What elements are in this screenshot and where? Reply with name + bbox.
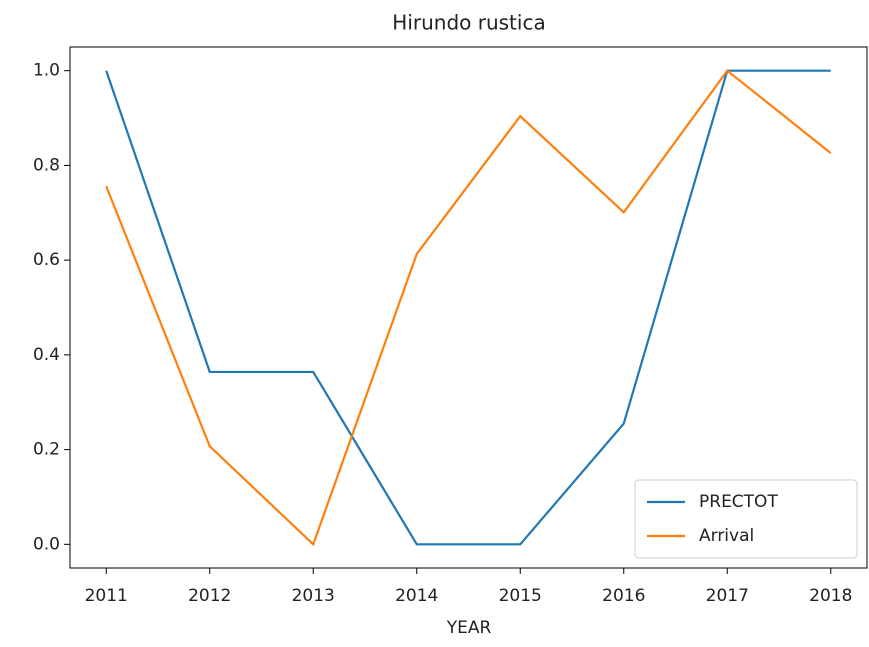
x-tick-label: 2012 <box>188 586 231 606</box>
legend-label: Arrival <box>699 526 754 546</box>
plot-frame <box>69 46 868 569</box>
x-tick-label: 2015 <box>499 586 542 606</box>
legend-box <box>634 479 858 559</box>
y-tick-label: 0.0 <box>33 534 60 554</box>
y-tick-label: 0.2 <box>33 440 60 460</box>
legend-label: PRECTOT <box>699 492 778 512</box>
x-tick-label: 2013 <box>292 586 335 606</box>
x-tick-label: 2017 <box>706 586 749 606</box>
y-tick-label: 0.4 <box>33 345 60 365</box>
x-tick-label: 2011 <box>85 586 128 606</box>
chart-title: Hirundo rustica <box>392 11 545 35</box>
x-tick-label: 2014 <box>395 586 438 606</box>
y-tick-label: 0.8 <box>33 155 60 175</box>
x-axis-label: YEAR <box>446 618 492 638</box>
series-line <box>105 69 831 546</box>
x-tick-label: 2018 <box>809 586 852 606</box>
y-tick-label: 1.0 <box>33 61 60 81</box>
series-line <box>105 69 832 547</box>
y-tick-label: 0.6 <box>33 250 60 270</box>
x-tick-label: 2016 <box>602 586 645 606</box>
